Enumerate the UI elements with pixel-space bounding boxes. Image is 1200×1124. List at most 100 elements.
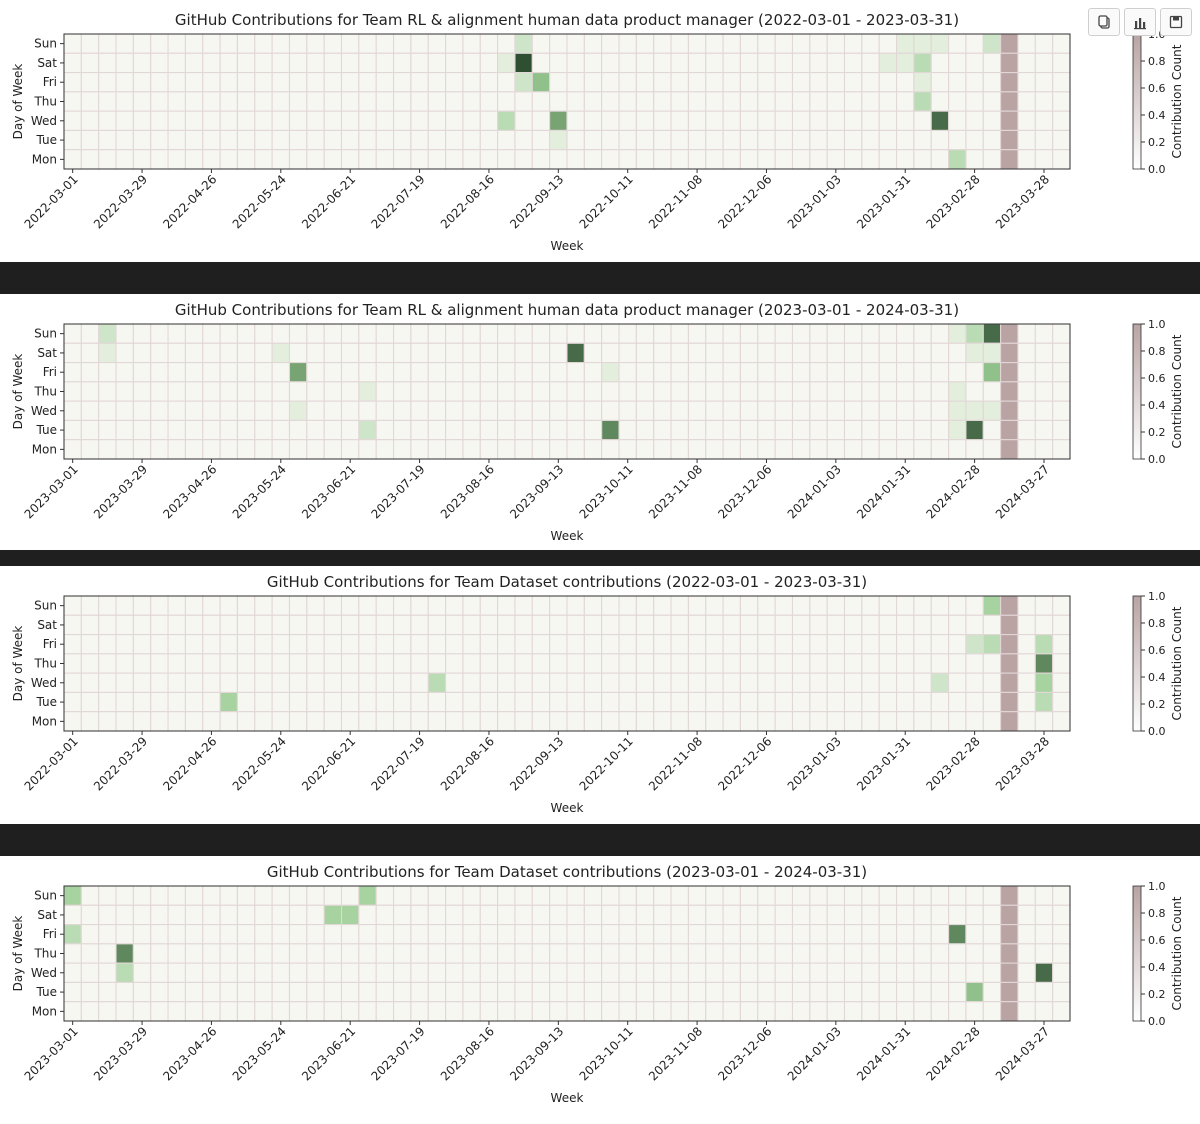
heatmap-cell	[427, 904, 447, 926]
heatmap-cell	[722, 1001, 741, 1022]
heatmap-cell	[583, 33, 603, 54]
heatmap-cell	[497, 1001, 516, 1022]
heatmap-cell	[497, 924, 516, 945]
y-axis-label: Day of Week	[11, 626, 25, 702]
heatmap-cell	[375, 981, 395, 1003]
heatmap-cell	[531, 362, 551, 383]
heatmap-cell	[878, 885, 898, 906]
heatmap-cell	[566, 439, 585, 460]
heatmap-cell	[583, 52, 603, 74]
heatmap-cell	[549, 129, 568, 151]
heatmap-cell	[687, 904, 707, 926]
heatmap-cell	[566, 904, 585, 926]
heatmap-cell	[514, 400, 533, 421]
frame-divider	[0, 824, 1200, 856]
colorbar	[1132, 885, 1142, 1022]
heatmap-cell	[98, 72, 117, 93]
heatmap-cell	[549, 381, 568, 402]
x-tick-label: 2022-03-01	[22, 172, 81, 231]
heatmap-cell	[948, 924, 967, 945]
heatmap-cell	[739, 129, 759, 151]
heatmap-cell	[288, 614, 308, 636]
heatmap-cell	[791, 904, 811, 926]
heatmap-cell	[288, 981, 308, 1003]
heatmap-cell	[618, 400, 637, 421]
heatmap-cell	[601, 342, 620, 364]
heatmap-cell	[271, 91, 291, 112]
heatmap-cell	[410, 943, 429, 964]
heatmap-cell	[375, 943, 395, 964]
heatmap-cell	[618, 362, 637, 383]
heatmap-cell	[410, 634, 429, 655]
heatmap-cell	[98, 672, 117, 693]
heatmap-cell	[843, 400, 863, 421]
heatmap-cell	[167, 981, 186, 1003]
chart-button[interactable]	[1124, 8, 1156, 36]
heatmap-cell	[479, 129, 499, 151]
heatmap-cell	[375, 52, 395, 74]
heatmap-cell	[306, 943, 325, 964]
colorbar-tick-label: 0.2	[1148, 426, 1166, 439]
heatmap-cell	[601, 129, 620, 151]
heatmap-cell	[878, 400, 898, 421]
x-tick-label: 2022-11-08	[646, 734, 705, 793]
heatmap-cell	[965, 91, 984, 112]
heatmap-cell	[219, 110, 238, 131]
heatmap-cell	[323, 149, 343, 170]
heatmap-cell	[913, 634, 932, 655]
heatmap-cell	[895, 711, 915, 732]
heatmap-cell	[861, 1001, 880, 1022]
heatmap-cell	[392, 924, 412, 945]
heatmap-cell	[739, 110, 759, 131]
heatmap-cell	[722, 962, 741, 983]
heatmap-cell	[843, 1001, 863, 1022]
heatmap-cell	[358, 33, 377, 54]
heatmap-cell	[531, 1001, 551, 1022]
heatmap-cell	[1017, 981, 1036, 1003]
heatmap-cell	[982, 904, 1002, 926]
frame-divider	[0, 262, 1200, 294]
heatmap-cell	[288, 885, 308, 906]
heatmap-cell	[843, 711, 863, 732]
heatmap-cell	[115, 52, 134, 74]
heatmap-cell	[705, 962, 724, 983]
heatmap-cell	[202, 885, 221, 906]
heatmap-cell	[601, 962, 620, 983]
heatmap-cell	[410, 323, 429, 344]
heatmap-cell	[410, 381, 429, 402]
heatmap-cell	[739, 362, 759, 383]
heatmap-cell	[288, 653, 308, 674]
heatmap-cell	[826, 924, 846, 945]
heatmap-cell	[566, 885, 585, 906]
heatmap-cell	[878, 381, 898, 402]
heatmap-cell	[757, 129, 776, 151]
heatmap-cell	[323, 962, 343, 983]
heatmap-panel-2: GitHub Contributions for Team RL & align…	[0, 294, 1200, 550]
heatmap-cell	[236, 33, 256, 54]
heatmap-cell	[80, 981, 100, 1003]
heatmap-cell	[601, 419, 620, 441]
heatmap-cell	[895, 943, 915, 964]
heatmap-cell	[722, 634, 741, 655]
heatmap-cell	[531, 653, 551, 674]
heatmap-cell	[1000, 672, 1019, 693]
heatmap-cell	[878, 1001, 898, 1022]
heatmap-cell	[913, 1001, 932, 1022]
heatmap-cell	[375, 72, 395, 93]
heatmap-cell	[271, 634, 291, 655]
heatmap-cell	[479, 91, 499, 112]
heatmap-cell	[271, 904, 291, 926]
heatmap-cell	[497, 943, 516, 964]
heatmap-cell	[219, 419, 238, 441]
save-button[interactable]	[1160, 8, 1192, 36]
heatmap-cell	[739, 72, 759, 93]
heatmap-cell	[479, 962, 499, 983]
heatmap-cell	[965, 634, 984, 655]
heatmap-cell	[653, 943, 672, 964]
heatmap-cell	[427, 110, 447, 131]
heatmap-cell	[774, 110, 794, 131]
heatmap-cell	[1034, 342, 1054, 364]
heatmap-cell	[601, 885, 620, 906]
copy-button[interactable]	[1088, 8, 1120, 36]
heatmap-cell	[826, 711, 846, 732]
